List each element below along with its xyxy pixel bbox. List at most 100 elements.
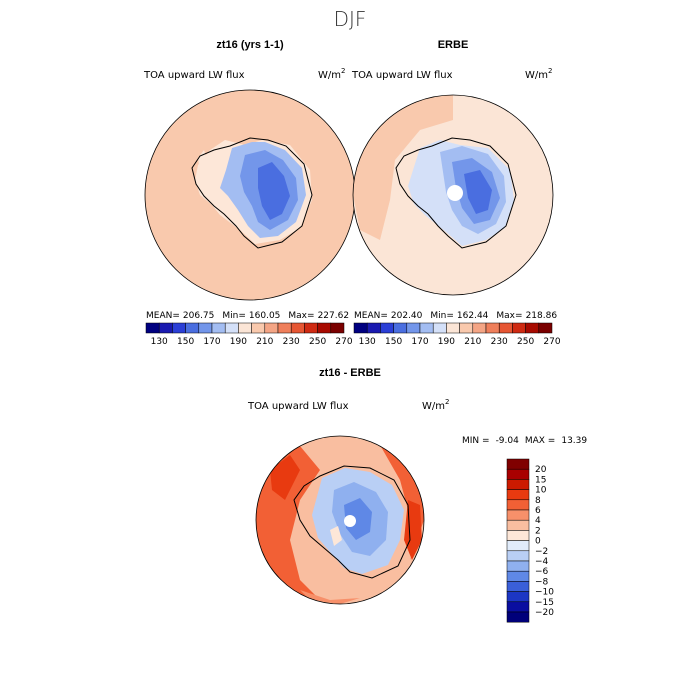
panel-model-colorbar-tick-label: 150 <box>177 337 194 347</box>
panel-diff-colorbar-tick-label: 2 <box>535 526 541 536</box>
panel-diff-colorbar-tick-label: 0 <box>535 537 541 547</box>
panel-diff-colorbar-tick-label: −15 <box>535 598 554 608</box>
panel-diff-colorbar-swatch <box>506 601 530 613</box>
panel-model-colorbar-swatch <box>224 322 239 334</box>
panel-model-colorbar-swatch <box>198 322 213 334</box>
panel-diff-colorbar-tick-label: 15 <box>535 475 546 485</box>
panel-obs-stats: MEAN= 202.40 Min= 162.44 Max= 218.86 <box>354 311 557 321</box>
panel-model-colorbar-swatch <box>317 322 332 334</box>
panel-obs-colorbar-swatch <box>472 322 487 334</box>
panel-diff-colorbar-tick-label: 4 <box>535 516 541 526</box>
panel-model-colorbar-swatch <box>145 322 160 334</box>
panel-diff-title: zt16 - ERBE <box>319 367 381 379</box>
panel-diff-colorbar-tick-label: −6 <box>535 567 549 577</box>
panel-diff-colorbar-swatch <box>506 560 530 572</box>
panel-diff-colorbar-tick-label: −2 <box>535 547 548 557</box>
panel-obs-colorbar-swatch <box>525 322 540 334</box>
panel-obs: ERBE TOA upward LW flux W/m2 MEAN= 202.40… <box>351 39 561 347</box>
panel-diff-colorbar-tick-label: −10 <box>535 588 554 598</box>
panel-obs-colorbar-swatch <box>459 322 474 334</box>
panel-diff-colorbar-tick-label: 8 <box>535 496 541 506</box>
panel-obs-colorbar-swatch <box>406 322 421 334</box>
panel-obs-colorbar-swatch <box>366 322 381 334</box>
panel-obs-colorbar-tick-label: 130 <box>359 337 376 347</box>
panel-model-colorbar-swatch <box>277 322 292 334</box>
panel-obs-colorbar-swatch <box>485 322 500 334</box>
panel-obs-colorbar-tick-label: 230 <box>491 337 508 347</box>
panel-obs-colorbar-tick-label: 190 <box>438 337 455 347</box>
panel-model-coastline <box>191 137 313 249</box>
panel-obs-subtitle: TOA upward LW flux <box>351 70 453 81</box>
panel-model-colorbar-swatch <box>264 322 279 334</box>
panel-diff-colorbar-swatch <box>506 611 530 623</box>
panel-model-colorbar-tick-label: 230 <box>283 337 300 347</box>
panel-obs-colorbar-swatch <box>446 322 460 334</box>
panel-diff-colorbar-swatch <box>506 519 530 531</box>
panel-diff: zt16 - ERBE TOA upward LW flux W/m2 MIN … <box>247 367 587 623</box>
panel-diff-units: W/m2 <box>422 398 449 412</box>
panel-obs-coastline <box>395 137 517 249</box>
panel-model-colorbar-swatch <box>172 322 186 334</box>
panel-diff-map <box>256 436 424 604</box>
panel-obs-map <box>353 95 553 295</box>
panel-model-colorbar-swatch <box>238 322 252 334</box>
panel-diff-colorbar-swatch <box>506 570 530 582</box>
panel-obs-colorbar-swatch <box>419 322 434 334</box>
panel-model-title: zt16 (yrs 1-1) <box>216 39 284 51</box>
panel-model-colorbar-tick-label: 210 <box>256 337 273 347</box>
panel-diff-colorbar-swatch <box>506 468 530 480</box>
panel-obs-colorbar-swatch <box>498 322 513 334</box>
panel-obs-title: ERBE <box>438 39 469 51</box>
panel-diff-colorbar-tick-label: 10 <box>535 486 547 496</box>
panel-diff-colorbar-swatch <box>506 540 530 552</box>
panel-model-colorbar-swatch <box>330 322 345 334</box>
panel-model-colorbar-tick-label: 130 <box>151 337 168 347</box>
panel-diff-stats: MIN = -9.04 MAX = 13.39 <box>462 436 587 446</box>
panel-obs-colorbar-tick-label: 170 <box>411 337 428 347</box>
panel-model-colorbar-swatch <box>158 322 173 334</box>
panel-diff-colorbar-tick-label: 6 <box>535 506 541 516</box>
panel-obs-colorbar-tick-label: 150 <box>385 337 402 347</box>
panel-obs-border <box>352 94 554 296</box>
panel-diff-colorbar-tick-label: −20 <box>535 608 554 618</box>
panel-model-colorbar-tick-label: 190 <box>230 337 247 347</box>
panel-model-colorbar: 130 150 170 190 210 230 250 270 <box>145 322 353 347</box>
panel-obs-colorbar-swatch <box>380 322 394 334</box>
panel-obs-units: W/m2 <box>525 67 552 81</box>
panel-diff-colorbar-swatch <box>506 509 530 521</box>
panel-diff-colorbar-swatch <box>506 499 530 511</box>
panel-model-colorbar-tick-label: 170 <box>203 337 220 347</box>
panel-obs-colorbar-swatch <box>512 322 526 334</box>
panel-model-colorbar-swatch <box>290 322 305 334</box>
panel-diff-colorbar-tick-label: 20 <box>535 465 547 475</box>
panel-model-colorbar-swatch <box>304 322 318 334</box>
panel-diff-colorbar-swatch <box>506 581 530 592</box>
panel-obs-colorbar-tick-label: 210 <box>464 337 481 347</box>
panel-obs-colorbar-swatch <box>432 322 447 334</box>
panel-diff-colorbar-swatch <box>506 458 530 470</box>
panel-model-colorbar-tick-label: 250 <box>309 337 326 347</box>
panel-obs-colorbar-swatch <box>393 322 408 334</box>
panel-obs-colorbar-swatch <box>538 322 553 334</box>
panel-obs-colorbar-swatch <box>353 322 368 334</box>
panel-diff-colorbar-swatch <box>506 591 530 603</box>
panel-obs-colorbar: 130 150 170 190 210 230 250 270 <box>353 322 561 347</box>
panel-model-stats: MEAN= 206.75 Min= 160.05 Max= 227.62 <box>146 311 349 321</box>
panel-model-colorbar-swatch <box>251 322 266 334</box>
panel-diff-colorbar-swatch <box>506 479 530 490</box>
panel-diff-colorbar-swatch <box>506 550 530 562</box>
panel-diff-border <box>255 435 425 605</box>
panel-model-units: W/m2 <box>318 67 345 81</box>
panel-diff-colorbar-swatch <box>506 489 530 501</box>
panel-diff-colorbar-tick-label: −4 <box>535 557 549 567</box>
panel-model-map <box>145 90 355 300</box>
panel-model-colorbar-swatch <box>185 322 200 334</box>
panel-model-colorbar-swatch <box>211 322 226 334</box>
panel-diff-coastline <box>293 465 411 579</box>
panel-diff-colorbar-tick-label: −8 <box>535 577 549 587</box>
panel-diff-subtitle: TOA upward LW flux <box>247 401 349 412</box>
panel-model-subtitle: TOA upward LW flux <box>143 70 245 81</box>
panel-model: zt16 (yrs 1-1) TOA upward LW flux W/m2 M… <box>143 39 356 347</box>
